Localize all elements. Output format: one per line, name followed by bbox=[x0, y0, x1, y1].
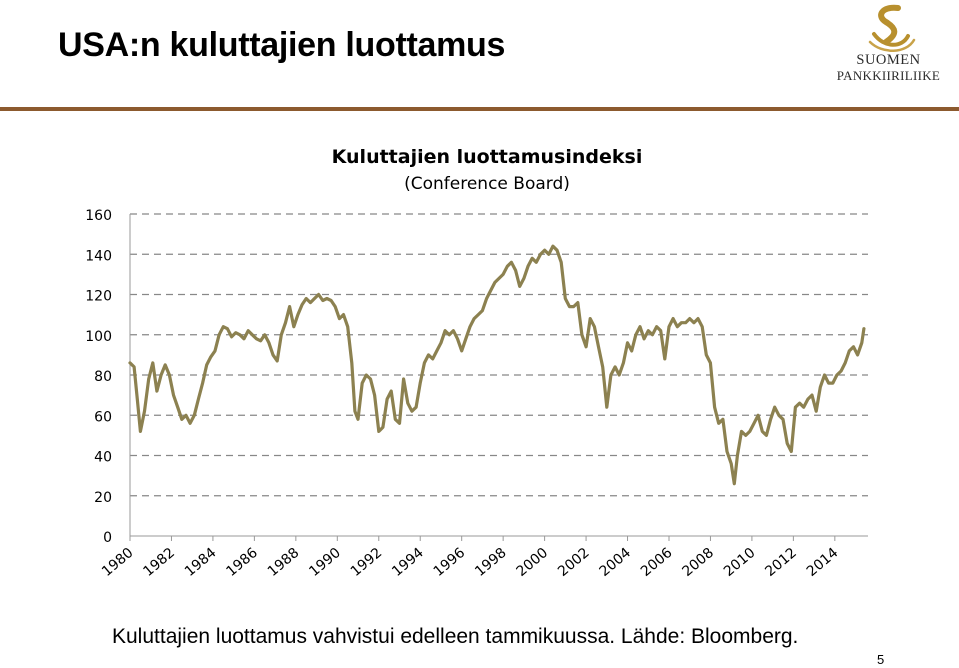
x-tick-label: 1984 bbox=[182, 545, 220, 580]
x-tick-label: 2012 bbox=[762, 545, 800, 580]
y-tick-label: 60 bbox=[94, 409, 112, 425]
y-tick-label: 40 bbox=[94, 450, 112, 466]
slide-caption: Kuluttajien luottamus vahvistui edelleen… bbox=[112, 625, 799, 648]
company-logo: SUOMEN PANKKIIRILIIKE bbox=[826, 4, 951, 88]
y-tick-label: 20 bbox=[94, 490, 112, 506]
y-tick-label: 120 bbox=[85, 289, 112, 305]
x-tick-label: 2002 bbox=[555, 545, 593, 580]
y-tick-label: 140 bbox=[85, 248, 112, 264]
x-tick-label: 1980 bbox=[99, 545, 137, 580]
chart-subtitle: (Conference Board) bbox=[404, 174, 570, 194]
y-tick-label: 0 bbox=[103, 530, 112, 546]
slide-title: USA:n kuluttajien luottamus bbox=[58, 26, 506, 64]
series-line bbox=[128, 244, 866, 486]
x-tick-label: 1994 bbox=[389, 545, 427, 580]
logo-text-line2: PANKKIIRILIIKE bbox=[836, 68, 941, 83]
x-tick-label: 2000 bbox=[514, 545, 552, 580]
line-chart: Kuluttajien luottamusindeksi (Conference… bbox=[85, 146, 868, 580]
chart-title: Kuluttajien luottamusindeksi bbox=[332, 146, 643, 168]
x-tick-label: 1998 bbox=[472, 545, 510, 580]
x-axis: 1980 1982 1984 1986 1988 1990 1992 1994 1996 1998… bbox=[99, 535, 868, 580]
grid-lines bbox=[130, 213, 868, 497]
logo-emblem-icon bbox=[868, 4, 916, 52]
x-tick-label: 2004 bbox=[597, 545, 635, 580]
title-divider bbox=[0, 107, 959, 111]
x-tick-label: 2006 bbox=[638, 545, 676, 580]
y-tick-label: 80 bbox=[94, 369, 112, 385]
x-tick-label: 1990 bbox=[306, 545, 344, 580]
page-number: 5 bbox=[877, 652, 885, 667]
x-tick-label: 1996 bbox=[431, 545, 469, 580]
x-tick-label: 1986 bbox=[223, 545, 261, 580]
y-tick-label: 100 bbox=[85, 329, 112, 345]
x-tick-label: 1988 bbox=[265, 545, 303, 580]
x-tick-label: 2010 bbox=[721, 545, 759, 580]
y-tick-label: 160 bbox=[85, 208, 112, 224]
x-tick-label: 1992 bbox=[348, 545, 386, 580]
series-layer bbox=[128, 244, 866, 486]
x-tick-label: 2008 bbox=[679, 545, 717, 580]
x-tick-label: 1982 bbox=[140, 545, 178, 580]
x-tick-label: 2014 bbox=[804, 545, 842, 580]
y-axis: 0 20 40 60 80 100 120 140 160 bbox=[85, 208, 131, 546]
logo-text-line1: SUOMEN bbox=[856, 52, 921, 68]
